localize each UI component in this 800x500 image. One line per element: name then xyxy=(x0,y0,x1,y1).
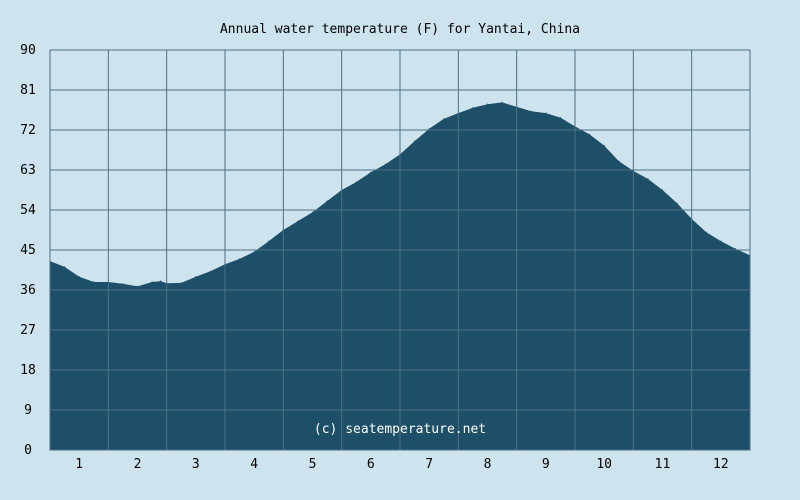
data-point xyxy=(647,178,649,180)
y-tick-label: 72 xyxy=(20,123,36,138)
data-point xyxy=(355,181,357,183)
x-tick-label: 9 xyxy=(542,457,550,472)
y-axis: 0 9 18 27 36 45 54 63 72 81 90 xyxy=(20,43,36,458)
data-point xyxy=(239,258,241,260)
x-tick-label: 4 xyxy=(250,457,258,472)
data-point xyxy=(370,171,372,173)
y-tick-label: 36 xyxy=(20,283,36,298)
chart-title: Annual water temperature (F) for Yantai,… xyxy=(220,22,580,37)
data-point xyxy=(720,240,722,242)
x-tick-label: 1 xyxy=(75,457,83,472)
data-point xyxy=(297,220,299,222)
x-tick-label: 2 xyxy=(134,457,142,472)
x-tick-label: 7 xyxy=(425,457,433,472)
x-tick-label: 3 xyxy=(192,457,200,472)
data-point xyxy=(545,112,547,114)
data-point xyxy=(78,276,80,278)
data-point xyxy=(209,270,211,272)
data-point xyxy=(559,117,562,119)
data-point xyxy=(661,189,664,191)
data-point xyxy=(589,133,591,135)
data-point xyxy=(486,103,489,105)
y-tick-label: 27 xyxy=(20,323,36,338)
x-tick-label: 11 xyxy=(655,457,671,472)
data-point xyxy=(326,200,328,202)
data-point xyxy=(160,280,162,282)
y-tick-label: 9 xyxy=(24,403,32,418)
data-point xyxy=(443,118,445,120)
y-tick-label: 0 xyxy=(24,443,32,458)
data-point xyxy=(676,202,678,204)
grid-layer xyxy=(49,49,751,451)
data-point xyxy=(603,145,605,147)
x-tick-label: 6 xyxy=(367,457,375,472)
y-tick-label: 54 xyxy=(20,203,36,218)
data-point xyxy=(268,240,270,242)
x-tick-label: 8 xyxy=(484,457,492,472)
y-tick-label: 81 xyxy=(20,83,36,98)
x-tick-label: 5 xyxy=(309,457,317,472)
data-point xyxy=(618,160,620,162)
data-point xyxy=(311,211,314,213)
data-point xyxy=(501,101,503,103)
y-tick-label: 90 xyxy=(20,43,36,58)
data-point xyxy=(122,283,124,285)
plot-frame xyxy=(49,49,751,451)
data-point xyxy=(195,276,197,278)
y-tick-label: 18 xyxy=(20,363,36,378)
data-point xyxy=(384,163,386,165)
data-point xyxy=(93,281,95,283)
x-tick-label: 12 xyxy=(713,457,729,472)
data-point xyxy=(136,285,139,287)
data-point xyxy=(64,266,66,268)
data-point xyxy=(472,107,474,109)
watermark: (c) seatemperature.net xyxy=(314,422,486,437)
y-tick-label: 63 xyxy=(20,163,36,178)
data-point xyxy=(414,140,416,142)
data-point xyxy=(428,128,430,130)
data-point xyxy=(180,282,182,284)
data-point xyxy=(151,281,153,283)
x-tick-label: 10 xyxy=(596,457,612,472)
data-point xyxy=(253,251,255,253)
data-point xyxy=(734,248,737,250)
data-point xyxy=(705,231,707,233)
data-point xyxy=(530,110,532,112)
y-tick-label: 45 xyxy=(20,243,36,258)
x-axis: 1 2 3 4 5 6 7 8 9 10 11 12 xyxy=(75,457,728,472)
